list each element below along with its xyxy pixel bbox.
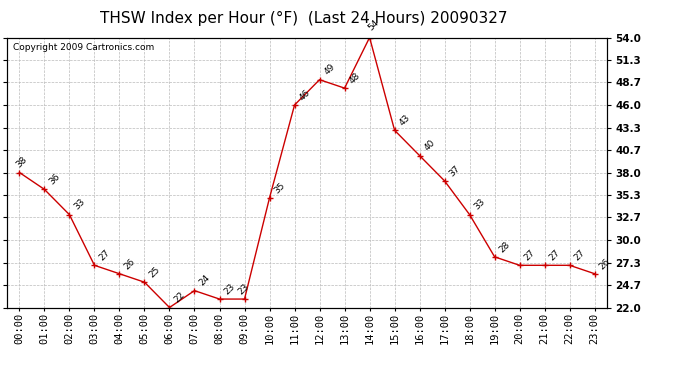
Text: 23: 23	[222, 282, 237, 296]
Text: 28: 28	[497, 240, 512, 254]
Text: 22: 22	[172, 290, 186, 305]
Text: 25: 25	[147, 265, 161, 279]
Text: 23: 23	[236, 282, 250, 296]
Text: 26: 26	[598, 256, 612, 271]
Text: 48: 48	[347, 71, 362, 86]
Text: 37: 37	[447, 164, 462, 178]
Text: 46: 46	[297, 88, 312, 102]
Text: 43: 43	[397, 113, 412, 128]
Text: 36: 36	[47, 172, 61, 187]
Text: THSW Index per Hour (°F)  (Last 24 Hours) 20090327: THSW Index per Hour (°F) (Last 24 Hours)…	[100, 11, 507, 26]
Text: 27: 27	[547, 248, 562, 262]
Text: 27: 27	[522, 248, 537, 262]
Text: 35: 35	[273, 180, 287, 195]
Text: 33: 33	[473, 197, 487, 212]
Text: 26: 26	[122, 256, 137, 271]
Text: 38: 38	[14, 155, 28, 170]
Text: 27: 27	[97, 248, 112, 262]
Text: 27: 27	[573, 248, 587, 262]
Text: 54: 54	[367, 18, 381, 32]
Text: 40: 40	[422, 138, 437, 153]
Text: 24: 24	[197, 273, 212, 288]
Text: 33: 33	[72, 197, 87, 212]
Text: 49: 49	[322, 63, 337, 77]
Text: Copyright 2009 Cartronics.com: Copyright 2009 Cartronics.com	[13, 43, 154, 52]
